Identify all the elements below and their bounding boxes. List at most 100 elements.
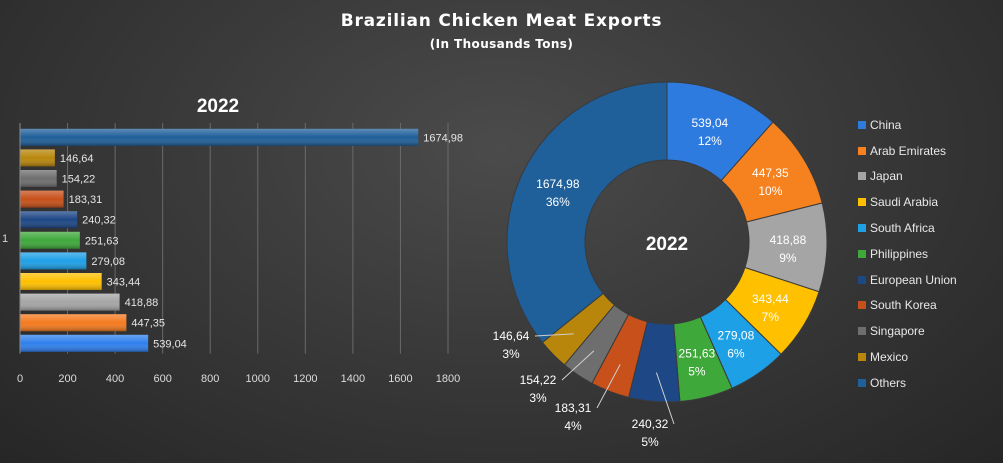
bar-x-tick-label: 1000 bbox=[246, 373, 270, 385]
legend-label: Arab Emirates bbox=[870, 143, 947, 158]
legend-swatch bbox=[858, 327, 866, 336]
chart-title: Brazilian Chicken Meat Exports bbox=[340, 11, 663, 31]
legend-swatch bbox=[858, 146, 866, 155]
donut-percent-label-singapore: 3% bbox=[529, 391, 547, 405]
donut-percent-label-saudi-arabia: 7% bbox=[762, 310, 780, 324]
bar-category-label: 1 bbox=[2, 233, 8, 245]
donut-percent-label-south-korea: 4% bbox=[564, 419, 582, 433]
bar-x-axis: 0 200 400 600 800 1000 1200 1400 1600 1800 bbox=[17, 123, 460, 385]
donut-value-label-european-union: 240,32 bbox=[632, 417, 669, 431]
bar-label-mexico: 146,64 bbox=[60, 153, 94, 165]
donut-value-label-philippines: 251,63 bbox=[679, 346, 716, 360]
legend-label: Japan bbox=[870, 169, 903, 184]
bar-label-south-korea: 183,31 bbox=[69, 194, 103, 206]
bar-x-tick-label: 600 bbox=[153, 373, 171, 385]
legend-item-japan: Japan bbox=[858, 164, 957, 190]
donut-leader-european-union bbox=[655, 372, 675, 425]
bar-data-labels: 1674,98 146,64 154,22 183,31 240,32 251,63 279… bbox=[60, 132, 463, 350]
donut-percent-label-south-africa: 6% bbox=[727, 346, 745, 360]
donut-value-label-south-africa: 279,08 bbox=[718, 328, 755, 342]
bar-shade-others bbox=[20, 128, 419, 146]
legend-swatch bbox=[858, 198, 866, 207]
donut-percent-label-mexico: 3% bbox=[502, 347, 520, 361]
bar-shade-mexico bbox=[20, 149, 55, 167]
legend-label: Others bbox=[870, 375, 907, 390]
bar-shade-south-korea bbox=[20, 190, 64, 208]
donut-percent-label-china: 12% bbox=[698, 134, 722, 148]
donut-leader-singapore bbox=[561, 350, 595, 381]
legend-item-others: Others bbox=[858, 370, 957, 396]
bar-label-arab-emirates: 447,35 bbox=[131, 318, 165, 330]
legend-item-philippines: Philippines bbox=[858, 241, 957, 267]
legend-label: China bbox=[870, 117, 902, 132]
bar-label-philippines: 251,63 bbox=[85, 235, 119, 247]
bar-label-european-union: 240,32 bbox=[82, 215, 116, 227]
legend-label: European Union bbox=[870, 272, 957, 287]
bar-label-south-africa: 279,08 bbox=[91, 256, 125, 268]
bar-x-tick-label: 400 bbox=[106, 373, 124, 385]
legend-swatch bbox=[858, 120, 866, 129]
legend-label: South Africa bbox=[870, 221, 935, 236]
legend-item-south-africa: South Africa bbox=[858, 215, 957, 241]
legend-label: Philippines bbox=[870, 246, 929, 261]
legend-swatch bbox=[858, 378, 866, 387]
legend-swatch bbox=[858, 249, 866, 258]
donut-percent-label-arab-emirates: 10% bbox=[758, 184, 782, 198]
donut-value-label-south-korea: 183,31 bbox=[555, 401, 592, 415]
bar-label-china: 539,04 bbox=[153, 338, 187, 350]
legend-item-european-union: European Union bbox=[858, 267, 957, 293]
donut-value-label-china: 539,04 bbox=[691, 116, 728, 130]
donut-leader-mexico bbox=[534, 333, 574, 337]
legend-item-arab-emirates: Arab Emirates bbox=[858, 138, 957, 164]
legend-swatch bbox=[858, 301, 866, 310]
bar-label-others: 1674,98 bbox=[423, 132, 463, 144]
legend-label: Saudi Arabia bbox=[870, 195, 939, 210]
chart-legend: China Arab Emirates Japan Saudi Arabia South… bbox=[858, 112, 957, 396]
bar-shade-singapore bbox=[20, 170, 57, 187]
bar-shade-arab-emirates bbox=[20, 314, 127, 332]
legend-swatch bbox=[858, 224, 866, 233]
bar-shade-china bbox=[20, 334, 149, 352]
donut-value-label-saudi-arabia: 343,44 bbox=[752, 292, 789, 306]
bar-x-tick-label: 1200 bbox=[293, 373, 317, 385]
bar-label-singapore: 154,22 bbox=[62, 174, 96, 186]
donut-value-label-mexico: 146,64 bbox=[493, 329, 530, 343]
bar-shade-philippines bbox=[20, 231, 80, 249]
bar-shade-european-union bbox=[20, 211, 78, 229]
donut-series bbox=[506, 81, 828, 403]
donut-value-label-arab-emirates: 447,35 bbox=[752, 166, 789, 180]
donut-value-label-japan: 418,88 bbox=[770, 233, 807, 247]
donut-percent-label-japan: 9% bbox=[779, 251, 797, 265]
bar-shade-japan bbox=[20, 293, 120, 311]
bar-x-tick-label: 0 bbox=[17, 373, 23, 385]
legend-item-saudi-arabia: Saudi Arabia bbox=[858, 189, 957, 215]
bar-shade-south-africa bbox=[20, 252, 87, 270]
legend-item-south-korea: South Korea bbox=[858, 293, 957, 319]
donut-leader-lines bbox=[534, 333, 675, 425]
bar-x-tick-label: 800 bbox=[201, 373, 219, 385]
donut-center-label: 2022 bbox=[646, 234, 688, 255]
bar-x-tick-label: 1400 bbox=[341, 373, 365, 385]
bar-label-japan: 418,88 bbox=[125, 297, 159, 309]
bar-chart-title: 2022 bbox=[197, 96, 239, 117]
legend-label: Singapore bbox=[870, 324, 925, 339]
bar-series bbox=[20, 128, 419, 352]
legend-swatch bbox=[858, 353, 866, 362]
bar-x-tick-label: 1800 bbox=[436, 373, 460, 385]
chart-subtitle: (In Thousands Tons) bbox=[429, 37, 574, 51]
legend-item-china: China bbox=[858, 112, 957, 138]
donut-percent-label-philippines: 5% bbox=[688, 364, 706, 378]
bar-shade-saudi-arabia bbox=[20, 273, 102, 290]
donut-value-label-singapore: 154,22 bbox=[520, 373, 557, 387]
bar-label-saudi-arabia: 343,44 bbox=[107, 277, 141, 289]
legend-swatch bbox=[858, 172, 866, 181]
donut-percent-label-others: 36% bbox=[546, 195, 570, 209]
legend-label: Mexico bbox=[870, 350, 909, 365]
donut-slice-others bbox=[506, 81, 668, 344]
donut-value-label-others: 1674,98 bbox=[536, 177, 580, 191]
donut-leader-south-korea bbox=[596, 364, 621, 409]
legend-item-mexico: Mexico bbox=[858, 344, 957, 370]
legend-item-singapore: Singapore bbox=[858, 318, 957, 344]
